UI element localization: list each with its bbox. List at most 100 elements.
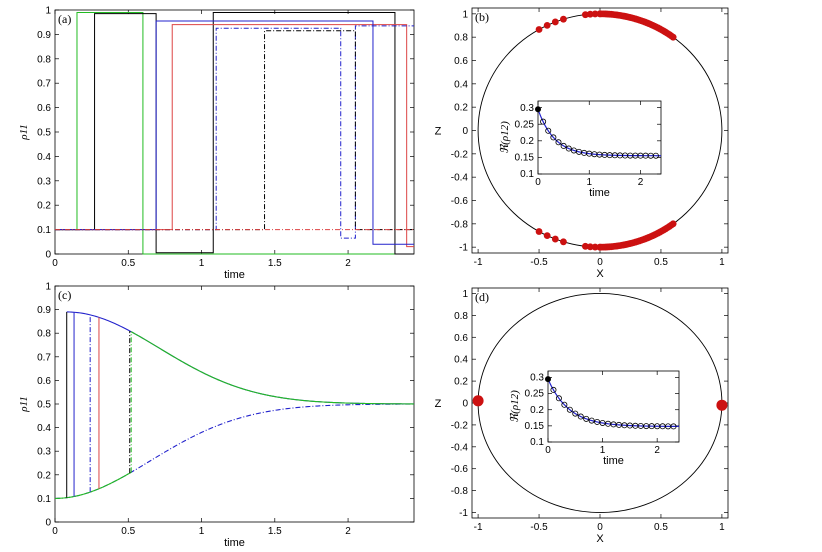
panel-d-inset-ytick-label: 0.3 <box>530 373 544 384</box>
panel-b-state-point <box>591 10 599 18</box>
panel-b-inset-marker <box>550 134 557 141</box>
panel-d-inset-marker <box>566 406 573 413</box>
panel-b-state-point <box>669 33 677 41</box>
panel-d-xtick-label: -0.5 <box>530 522 548 533</box>
panel-d-state-point <box>716 399 728 411</box>
panel-b-inset-ytick-label: 0.25 <box>515 119 535 130</box>
panel-a-series-line <box>55 11 414 255</box>
panel-b-inset-bg <box>538 101 661 174</box>
panel-d-inset-marker <box>588 417 595 424</box>
panel-d-xtick-label: 0.5 <box>654 522 668 533</box>
panel-b-ytick-label: -0.2 <box>451 149 469 160</box>
panel-d-inset-curve <box>547 378 680 428</box>
panel-a-xtick-label: 1 <box>199 258 205 269</box>
panel-a-series-line <box>55 11 414 255</box>
panel-d-ytick-label: 0.6 <box>454 333 468 344</box>
panel-a-ylabel: ρ11 <box>18 124 30 140</box>
panel-b-ytick-label: 0.4 <box>454 79 468 90</box>
panel-a-xtick-label: 0.5 <box>121 258 135 269</box>
panel-d-ytick-label: 1 <box>462 289 468 300</box>
panel-d-xlabel: X <box>596 533 604 545</box>
panel-c-ytick-label: 0.1 <box>37 494 51 505</box>
panel-d-inset-marker <box>555 395 562 402</box>
panel-d-ytick-label: 0.4 <box>454 355 468 366</box>
panel-c-ytick-label: 0.5 <box>37 400 51 411</box>
panel-c-xtick-label: 2 <box>345 526 351 537</box>
panel-c-ytick-label: 1 <box>45 282 51 293</box>
panel-d-ylabel: Z <box>435 398 442 410</box>
panel-a-series-line <box>55 30 414 231</box>
panel-b-state-point <box>535 26 543 33</box>
panel-b-inset-curve <box>537 109 661 157</box>
panel-b-inset-marker <box>535 106 542 113</box>
panel-d-ytick-label: 0.8 <box>454 311 468 322</box>
panel-c: 0 0.5 1 1.5 2 0 0.1 0.2 0.3 0.4 0.5 0.6 0.7 0.8 0.9 1 ti… <box>18 282 415 549</box>
panel-a-ytick-label: 1 <box>45 6 51 17</box>
panel-b-ytick-label: -1 <box>459 243 468 254</box>
panel-b-xtick-label: -1 <box>474 257 483 268</box>
panel-b-ytick-label: -0.8 <box>451 219 469 230</box>
panel-b-inset-xtick-label: 0 <box>535 177 541 188</box>
panel-b-state-point <box>669 220 677 228</box>
panel-c-green-upper <box>130 331 415 405</box>
panel-d-state-point <box>472 395 484 407</box>
panel-b-state-point <box>581 11 589 19</box>
panel-b-inset-ytick-label: 0.1 <box>520 169 534 180</box>
panel-d-ytick-label: -0.4 <box>451 442 469 453</box>
panel-b-xlabel: X <box>596 268 604 280</box>
panel-a-series-line <box>55 20 414 245</box>
panel-b-inset-marker <box>545 127 552 134</box>
panel-d-inset-marker <box>572 410 579 417</box>
panel-b-state-point <box>535 228 543 235</box>
panel-b-ytick-label: 0.8 <box>454 33 468 44</box>
panel-c-ylabel: ρ11 <box>18 396 30 412</box>
panel-d-inset-xtick-label: 2 <box>654 445 660 456</box>
panel-b-inset-ylabel: ℜ(ρ12) <box>499 121 511 154</box>
panel-c-ytick-label: 0 <box>45 518 51 529</box>
panel-c-xtick-label: 1.5 <box>268 526 282 537</box>
panel-c-green-lower <box>54 471 132 499</box>
panel-a-ytick-label: 0.5 <box>37 128 51 139</box>
panel-a-series-line <box>55 25 414 239</box>
panel-b-inset-ytick-label: 0.15 <box>515 153 535 164</box>
panel-b-state-point <box>581 242 589 250</box>
panel-b-state-point <box>591 243 599 251</box>
panel-c-ytick-label: 0.6 <box>37 376 51 387</box>
panel-a-ytick-label: 0.7 <box>37 79 51 90</box>
panel-c-xlabel: time <box>224 537 245 549</box>
panel-a-ytick-label: 0.9 <box>37 30 51 41</box>
panel-b: -1 -0.5 0 0.5 1 -1 -0.8 -0.6 -0.4 -0.2 0 0.2 0.4 0.6 0… <box>435 7 729 280</box>
panel-b-state-point <box>543 21 551 29</box>
panel-d-ytick-label: -0.8 <box>451 486 469 497</box>
panel-b-ytick-label: -0.6 <box>451 196 469 207</box>
panel-a-frame <box>54 9 415 255</box>
panel-d-ytick-label: -1 <box>459 508 468 519</box>
panel-b-state-point <box>560 15 567 23</box>
panel-a-xlabel: time <box>224 269 245 281</box>
panel-b-ytick-label: 0.2 <box>454 103 468 114</box>
panel-a-tag: (a) <box>58 12 71 26</box>
panel-d-xtick-label: 1 <box>719 522 725 533</box>
panel-d-xtick-label: 0 <box>597 522 603 533</box>
panel-d-inset-bg <box>548 371 679 442</box>
panel-d-inset-ytick-label: 0.15 <box>525 421 545 432</box>
panel-b-xtick-label: 0.5 <box>654 257 668 268</box>
panel-d-inset-marker <box>550 386 557 393</box>
panel-d-ytick-label: -0.6 <box>451 464 469 475</box>
panel-c-ytick-label: 0.4 <box>37 423 51 434</box>
panel-a-xtick-label: 0 <box>52 258 58 269</box>
panel-a-ytick-label: 0.1 <box>37 225 51 236</box>
panel-b-xtick-label: -0.5 <box>530 257 548 268</box>
panel-a-ytick-label: 0 <box>45 250 51 261</box>
panel-b-inset-marker <box>555 139 562 146</box>
panel-b-inset-frame <box>537 100 662 175</box>
panel-d-inset-marker <box>561 401 568 408</box>
panel-b-ylabel: Z <box>435 126 442 138</box>
panel-c-ytick-label: 0.7 <box>37 352 51 363</box>
panel-b-state-point <box>551 235 559 243</box>
panel-b-state-point <box>586 10 594 18</box>
panel-d-inset-xlabel: time <box>603 455 624 467</box>
panel-d-inset-marker <box>594 418 601 425</box>
panel-b-inset-marker <box>560 142 567 149</box>
